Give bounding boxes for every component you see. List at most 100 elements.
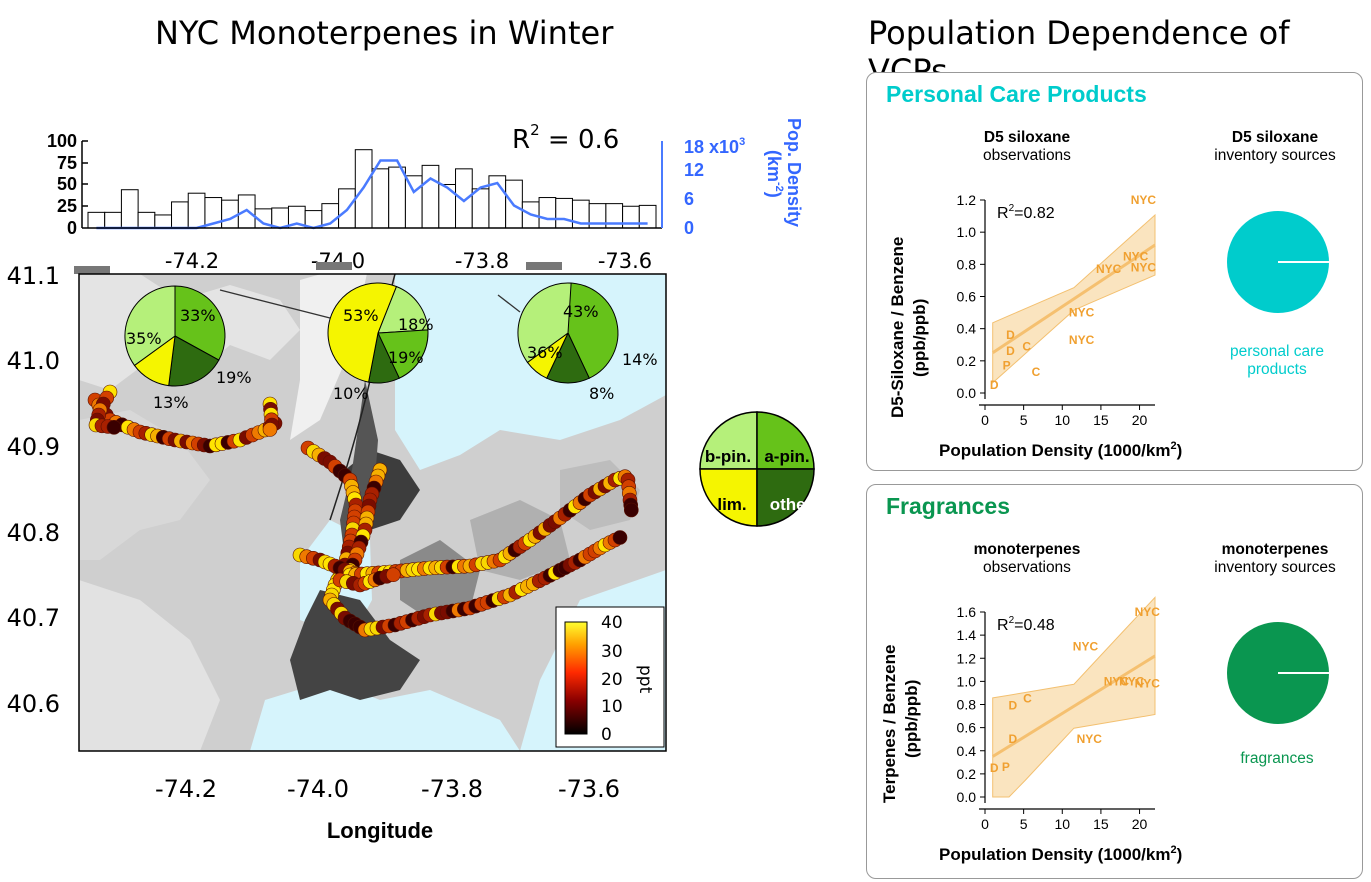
frag-ylabel-unit: (ppb/ppb)	[902, 680, 921, 758]
histogram-bar	[538, 197, 557, 229]
colorbar-tick: 10	[601, 697, 623, 717]
colorbar-tick: 20	[601, 670, 623, 690]
colorbar-tick: 30	[601, 642, 623, 662]
histogram-bar	[154, 214, 173, 229]
x-tick-label: 15	[1093, 412, 1109, 428]
scatter-point: D	[990, 761, 999, 775]
pie2-slice	[327, 282, 398, 383]
scatter-point: NYC	[1119, 674, 1145, 688]
pcp-inventory-pie	[1227, 211, 1329, 313]
lat-tick: 41.1	[7, 262, 60, 290]
frag-pie-label: fragrances	[1240, 750, 1314, 767]
scatter-point: NYC	[1069, 333, 1095, 347]
colorbar-label: ppt	[635, 665, 655, 694]
pie3-label: 43%	[563, 302, 599, 321]
y-tick-label: 0.6	[957, 289, 977, 305]
lat-tick: 40.7	[7, 604, 60, 632]
scatter-point: NYC	[1069, 306, 1095, 320]
histogram-bar	[455, 168, 473, 229]
pcp-ylabel: D5-Siloxane / Benzene	[888, 237, 907, 418]
y-tick-label: 0.0	[957, 789, 977, 805]
x-tick-label: 0	[981, 816, 989, 832]
lat-tick: 40.9	[7, 433, 60, 461]
x-tick-label: 0	[981, 412, 989, 428]
legend-slice-other	[756, 468, 815, 527]
scatter-point: D	[1006, 328, 1015, 342]
y-tick-label: 0.2	[957, 766, 977, 782]
pcp-title: Personal Care Products	[886, 81, 1147, 107]
histogram-bars	[87, 149, 657, 229]
scatter-point: D	[990, 378, 999, 392]
r2-annotation: R2 = 0.6	[512, 121, 619, 155]
y-tick-label: 1.2	[957, 192, 977, 208]
legend-slice-lim	[699, 468, 758, 527]
scatter-point: NYC	[1131, 193, 1157, 207]
histogram-bar	[87, 211, 106, 229]
track-point	[106, 419, 122, 435]
scatter-point: NYC	[1131, 261, 1157, 275]
scatter-point: NYC	[1096, 262, 1122, 276]
pcp-scatter: 0.00.20.40.60.81.01.20 5 10 15 20NYCNYCNYCNY…	[957, 192, 1157, 428]
pcp-r2: R2=0.82	[997, 203, 1055, 222]
confidence-band	[992, 596, 1156, 798]
fit-line	[991, 654, 1156, 758]
pie2-label: 10%	[333, 384, 369, 403]
pcp-ylabel-unit: (ppb/ppb)	[910, 299, 929, 377]
histogram-bar	[421, 164, 440, 229]
density-axis-unit: (km-2)	[764, 150, 785, 198]
frag-inv-head: monoterpenes inventory sources	[1214, 541, 1336, 576]
map-pies	[124, 282, 619, 387]
y-tick-label: 1.6	[957, 604, 977, 620]
pie1-slice	[124, 285, 176, 367]
y-tick-label: 0.0	[957, 385, 977, 401]
scatter-point: D	[1006, 344, 1015, 358]
y-tick-label: 0.4	[957, 743, 977, 759]
density-tick: 18 x103	[684, 136, 745, 157]
scatter-point: D	[1008, 732, 1017, 746]
histogram-bar	[187, 192, 206, 229]
frag-r2: R2=0.48	[997, 615, 1055, 634]
histogram-bar	[120, 189, 139, 229]
top-lon-tick: -73.6	[598, 249, 652, 273]
legend-label: other	[770, 495, 813, 514]
y-tick-label: 0.8	[957, 256, 977, 272]
monoterpene-tracks	[87, 384, 639, 638]
colorbar-tick: 0	[601, 725, 612, 745]
pcp-inv-head: D5 siloxane inventory sources	[1214, 129, 1336, 164]
legend-label: a-pin.	[764, 447, 809, 466]
pie3-label: 36%	[527, 343, 563, 362]
hist-ytick: 50	[57, 174, 77, 194]
x-tick-label: 10	[1054, 816, 1070, 832]
right-title: Population Dependence of VCPs	[868, 14, 1290, 90]
bottom-lon-tick: -73.8	[421, 775, 483, 803]
lat-tick: 40.6	[7, 690, 60, 718]
histogram-bar	[221, 199, 239, 229]
density-tick: 0	[684, 218, 694, 238]
legend-label: lim.	[717, 495, 746, 514]
legend-label: b-pin.	[705, 447, 751, 466]
scatter-point: P	[1002, 760, 1010, 774]
pie2-label: 19%	[388, 348, 424, 367]
histogram-bar	[271, 207, 289, 229]
y-tick-label: 0.8	[957, 697, 977, 713]
track-point	[612, 530, 628, 545]
track-point	[262, 422, 278, 437]
scatter-point: NYC	[1135, 677, 1161, 691]
y-tick-label: 0.6	[957, 720, 977, 736]
pie1-label: 13%	[153, 393, 189, 412]
pie1-label: 19%	[216, 368, 252, 387]
scatter-point: C	[1022, 339, 1031, 353]
histogram-bar	[104, 211, 122, 229]
pie1-label: 33%	[180, 306, 216, 325]
pie3-label: 8%	[589, 384, 614, 403]
bottom-lon-tick: -73.6	[558, 775, 620, 803]
histogram-bar	[555, 197, 573, 229]
y-tick-label: 0.4	[957, 321, 977, 337]
y-tick-label: 1.0	[957, 224, 977, 240]
hist-ytick: 25	[57, 196, 77, 216]
scatter-point: C	[1032, 365, 1041, 379]
fit-line	[991, 243, 1156, 355]
top-lon-tick: -73.8	[455, 249, 509, 273]
x-tick-label: 15	[1093, 816, 1109, 832]
